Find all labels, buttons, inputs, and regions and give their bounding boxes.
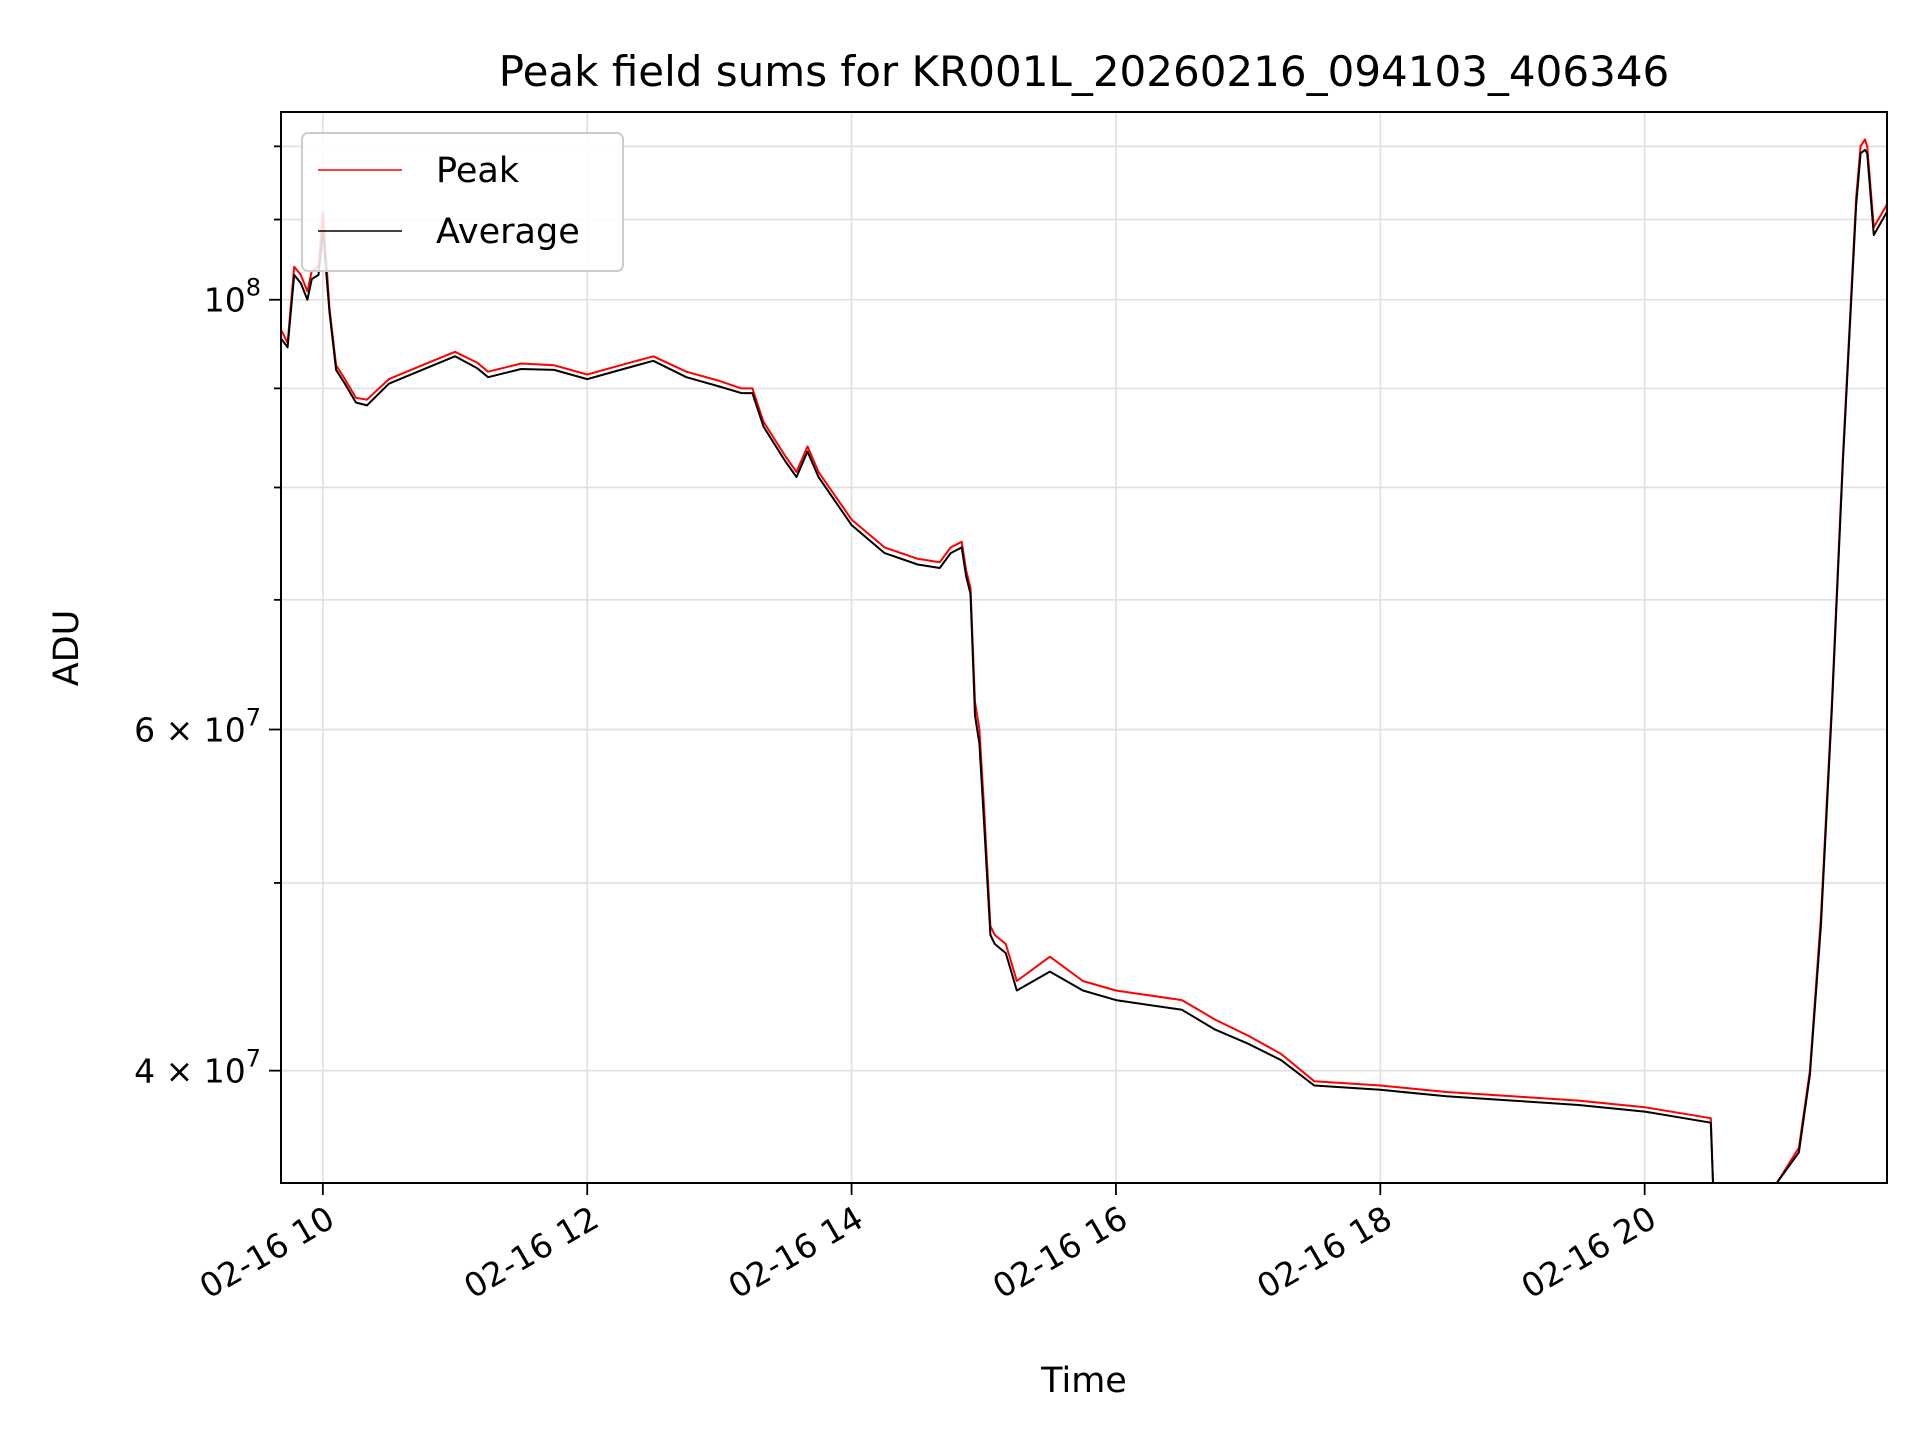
legend-label-peak: Peak [436,151,520,191]
x-tick-label: 02-16 18 [1250,1198,1398,1306]
x-axis-label: Time [1040,1361,1127,1401]
grid [281,112,1887,1183]
x-tick-label: 02-16 16 [986,1198,1134,1306]
series-line-peak [280,138,1888,1184]
y-axis-label: ADU [47,610,87,687]
y-tick-label: 6 × 107 [134,704,261,750]
series-lines [280,138,1888,1184]
x-tick-label: 02-16 20 [1515,1198,1663,1306]
legend-label-average: Average [436,212,580,252]
legend: Peak Average [301,132,624,272]
y-tick-label: 4 × 107 [134,1045,261,1091]
chart-title: Peak field sums for KR001L_20260216_0941… [499,47,1670,96]
x-tick-label: 02-16 10 [193,1198,341,1306]
series-line-average [280,148,1888,1184]
axis-ticks: 02-16 10 02-16 12 02-16 14 02-16 16 02-16 18… [134,145,1663,1306]
x-tick-label: 02-16 12 [457,1198,605,1306]
x-tick-label: 02-16 14 [722,1198,870,1306]
y-tick-label: 108 [204,274,261,320]
plot-frame [280,111,1888,1184]
legend-box [301,132,624,272]
